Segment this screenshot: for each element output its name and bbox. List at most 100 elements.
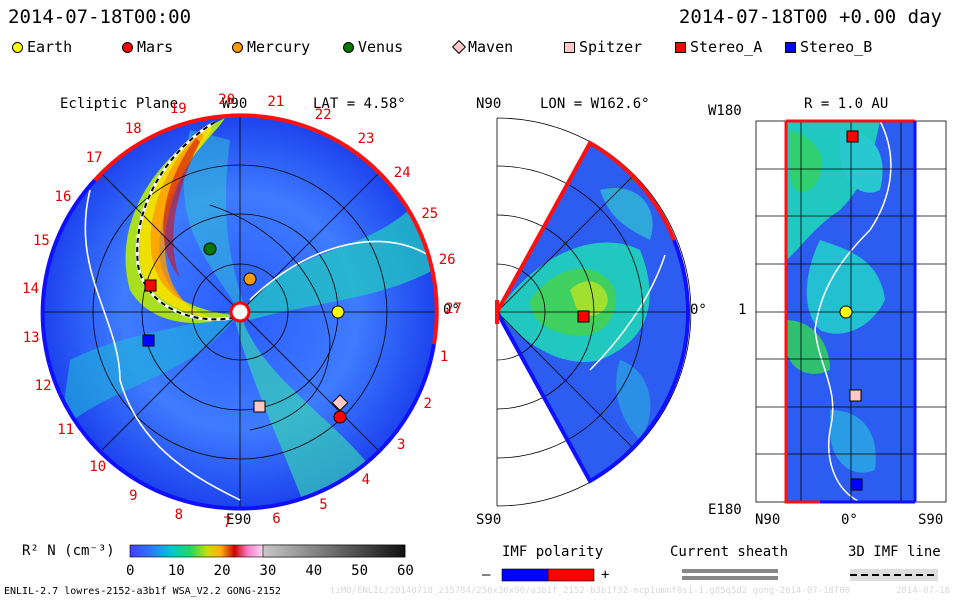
right-timestamp: 2014-07-18T00 +0.00 day <box>678 6 942 28</box>
legend-label: Spitzer <box>579 38 643 56</box>
meridional-plot <box>495 117 692 507</box>
legend-label: Mercury <box>247 38 311 56</box>
colorbar-tick-label: 60 <box>397 563 414 579</box>
r-map-title: R = 1.0 AU <box>804 96 889 112</box>
spitzer-marker <box>849 389 862 402</box>
carrington-tick-label: 13 <box>22 330 40 347</box>
legend-label: Mars <box>137 38 174 56</box>
mercury-marker-icon <box>232 41 243 53</box>
imf-polarity-title: IMF polarity <box>502 544 604 560</box>
stereo-a-marker <box>577 310 590 323</box>
legend-mercury: Mercury <box>232 38 310 56</box>
colorbar-tick-label: 50 <box>351 563 369 579</box>
colorbar-tick-label: 30 <box>259 563 277 579</box>
left-timestamp: 2014-07-18T00:00 <box>8 6 192 28</box>
colorbar-tick-label: 10 <box>167 563 185 579</box>
r-map-x-mid: 0° <box>841 512 858 528</box>
meridional-bottom-label: S90 <box>476 512 502 528</box>
imf-polarity-minus: – <box>482 567 491 583</box>
carrington-tick-label: 6 <box>272 511 281 528</box>
imf-polarity-negative <box>501 568 549 582</box>
stereo-a-marker <box>846 130 859 143</box>
carrington-tick-label: 16 <box>54 188 72 205</box>
carrington-tick-label: 5 <box>319 496 328 513</box>
carrington-tick-label: 26 <box>438 251 456 268</box>
legend-stereo-b: Stereo_B <box>785 38 872 56</box>
r-map-x-left: N90 <box>755 512 781 528</box>
carrington-tick-label: 1 <box>439 349 449 366</box>
carrington-tick-label: 25 <box>421 205 439 222</box>
r-map-y-top: W180 <box>708 103 742 119</box>
colorbar-tick-label: 40 <box>305 563 323 579</box>
stereo-b-marker-icon <box>785 41 796 53</box>
colorbar-label: R² N (cm⁻³) <box>22 543 115 559</box>
footer-middle: tiMO/ENLIL/20140718_235784/256x30x90/a3b… <box>330 586 851 596</box>
ecliptic-plane-plot <box>40 113 439 511</box>
r-1au-plot <box>755 119 947 504</box>
carrington-tick-label: 2 <box>423 395 432 412</box>
earth-marker <box>839 305 853 319</box>
maven-marker <box>331 394 349 412</box>
carrington-tick-label: 12 <box>34 377 52 394</box>
meridional-right-label: 0° <box>690 302 707 318</box>
carrington-tick-label: 10 <box>89 458 107 475</box>
mercury-marker <box>243 272 257 286</box>
ecliptic-right-label: 0° <box>443 302 460 318</box>
legend-label: Venus <box>358 38 404 56</box>
imf-line-title: 3D IMF line <box>848 544 941 560</box>
colorbar-tick-label: 20 <box>213 563 231 579</box>
earth-marker <box>331 305 345 319</box>
r-map-x-right: S90 <box>918 512 944 528</box>
legend-label: Stereo_B <box>800 38 873 56</box>
ecliptic-top-label: W90 <box>222 96 248 112</box>
legend-stereo-a: Stereo_A <box>675 38 762 56</box>
stereo-b-marker <box>142 334 155 347</box>
carrington-tick-label: 4 <box>361 471 370 488</box>
carrington-tick-label: 18 <box>124 120 142 137</box>
legend-label: Stereo_A <box>690 38 763 56</box>
footer-left: ENLIL-2.7 lowres-2152-a3b1f WSA_V2.2 GON… <box>4 586 281 597</box>
footer-right: 2014-07-18 <box>896 586 951 596</box>
legend-earth: Earth <box>12 38 72 56</box>
stereo-a-marker-icon <box>675 41 686 53</box>
carrington-tick-label: 21 <box>267 93 285 110</box>
meridional-top-label: N90 <box>476 96 502 112</box>
legend-venus: Venus <box>343 38 403 56</box>
mars-marker <box>333 410 347 424</box>
carrington-tick-label: 15 <box>32 232 50 249</box>
stereo-b-marker <box>850 478 863 491</box>
imf-polarity-plus: + <box>601 567 610 583</box>
imf-polarity-positive <box>547 568 595 582</box>
ecliptic-lat: LAT = 4.58° <box>313 96 406 112</box>
colorbar-tick-label: 0 <box>126 563 135 579</box>
carrington-tick-label: 3 <box>396 437 406 454</box>
carrington-tick-label: 24 <box>393 164 411 181</box>
carrington-tick-label: 22 <box>314 107 332 124</box>
carrington-tick-label: 9 <box>129 487 138 504</box>
carrington-tick-label: 7 <box>223 514 232 531</box>
mars-marker-icon <box>122 41 133 53</box>
spitzer-marker-icon <box>564 41 575 53</box>
ecliptic-title: Ecliptic Plane <box>60 96 179 112</box>
r-map-y-bottom: E180 <box>708 502 742 518</box>
legend-maven: Maven <box>451 38 514 56</box>
stereo-a-marker <box>144 279 157 292</box>
meridional-title: LON = W162.6° <box>540 96 650 112</box>
ecliptic-bottom-label: E90 <box>226 512 252 528</box>
carrington-tick-label: 17 <box>85 150 103 167</box>
legend-mars: Mars <box>122 38 173 56</box>
r-map-y-mid: 1 <box>738 302 747 318</box>
spitzer-marker <box>253 400 266 413</box>
legend-label: Maven <box>468 38 514 56</box>
legend-label: Earth <box>27 38 73 56</box>
carrington-tick-label: 23 <box>357 131 375 148</box>
venus-marker-icon <box>343 41 354 53</box>
venus-marker <box>203 242 217 256</box>
carrington-tick-label: 14 <box>22 280 40 297</box>
carrington-tick-label: 27 <box>444 300 462 317</box>
earth-marker-icon <box>12 41 23 53</box>
carrington-tick-label: 8 <box>174 506 183 523</box>
legend-spitzer: Spitzer <box>564 38 642 56</box>
